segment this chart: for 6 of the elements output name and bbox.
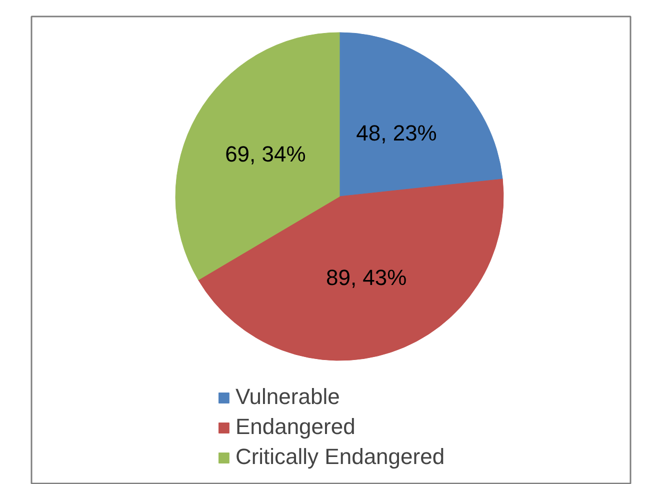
legend-label: Critically Endangered <box>235 444 445 470</box>
data-label: 89, 43% <box>326 264 407 290</box>
legend-label: Vulnerable <box>235 384 340 410</box>
legend-label: Endangered <box>235 414 356 440</box>
data-label: 69, 34% <box>225 142 306 167</box>
data-label: 48, 23% <box>356 120 437 146</box>
